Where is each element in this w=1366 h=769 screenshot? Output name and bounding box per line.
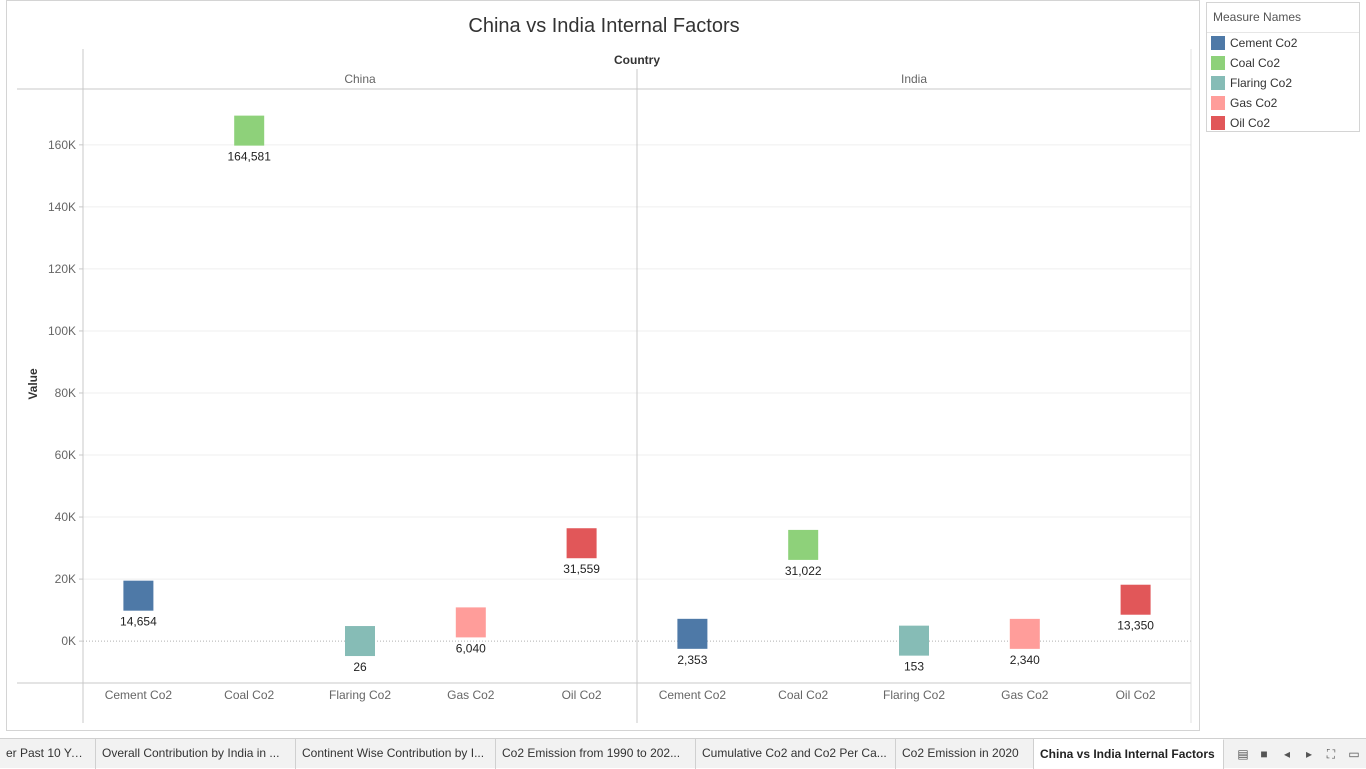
- legend-label: Cement Co2: [1230, 36, 1298, 50]
- viz-frame: China vs India Internal Factors Country 0…: [6, 0, 1200, 731]
- legend-label: Coal Co2: [1230, 56, 1281, 70]
- data-mark: [788, 529, 819, 560]
- panel-name: China: [344, 72, 376, 86]
- legend-swatch: [1211, 36, 1225, 50]
- data-label: 26: [353, 660, 367, 674]
- sheet-tab[interactable]: Co2 Emission in 2020: [896, 739, 1034, 769]
- data-label: 31,022: [785, 564, 822, 578]
- sheet-tab[interactable]: Overall Contribution by India in ...: [96, 739, 296, 769]
- data-mark: [455, 607, 486, 638]
- x-tick-label: Gas Co2: [447, 688, 495, 702]
- data-label: 153: [904, 660, 924, 674]
- chart-plot: Country 0K 20K 40K 60K 80K 100K 120K 140K 160K Val…: [17, 49, 1192, 723]
- y-tick-label: 140K: [48, 200, 76, 214]
- sheet-tab[interactable]: Co2 Emission from 1990 to 202...: [496, 739, 696, 769]
- data-mark: [566, 528, 597, 559]
- y-axis-label: Value: [26, 368, 40, 400]
- legend-item[interactable]: Cement Co2: [1207, 33, 1359, 53]
- country-header: Country: [614, 53, 660, 67]
- previous-sheet-icon[interactable]: ◂: [1283, 747, 1291, 761]
- legend-item[interactable]: Oil Co2: [1207, 113, 1359, 133]
- data-mark: [1120, 584, 1151, 615]
- y-tick-label: 80K: [55, 386, 76, 400]
- data-mark: [123, 580, 154, 611]
- legend-label: Flaring Co2: [1230, 76, 1293, 90]
- y-tick-label: 160K: [48, 138, 76, 152]
- y-tick-label: 40K: [55, 510, 76, 524]
- legend: Measure Names Cement Co2 Coal Co2 Flaring …: [1206, 2, 1360, 132]
- legend-item[interactable]: Gas Co2: [1207, 93, 1359, 113]
- sheet-tab[interactable]: Cumulative Co2 and Co2 Per Ca...: [696, 739, 896, 769]
- data-label: 31,559: [563, 562, 600, 576]
- data-label: 6,040: [456, 641, 486, 655]
- show-filmstrip-icon[interactable]: ▤: [1237, 747, 1249, 761]
- data-label: 2,340: [1010, 653, 1040, 667]
- legend-items: Cement Co2 Coal Co2 Flaring Co2 Gas Co2 Oil …: [1207, 33, 1359, 133]
- x-tick-label: Cement Co2: [105, 688, 173, 702]
- legend-label: Gas Co2: [1230, 96, 1278, 110]
- x-tick-label: Cement Co2: [659, 688, 727, 702]
- x-tick-label: Coal Co2: [778, 688, 828, 702]
- legend-swatch: [1211, 96, 1225, 110]
- legend-swatch: [1211, 56, 1225, 70]
- data-mark: [345, 626, 375, 657]
- data-label: 164,581: [228, 150, 272, 164]
- data-mark: [899, 625, 929, 656]
- legend-item[interactable]: Coal Co2: [1207, 53, 1359, 73]
- legend-label: Oil Co2: [1230, 116, 1271, 130]
- data-label: 14,654: [120, 615, 157, 629]
- sheet-tab-bar: er Past 10 Years Overall Contribution by …: [0, 738, 1366, 769]
- sheet-tab[interactable]: er Past 10 Years: [0, 739, 96, 769]
- x-tick-label: Oil Co2: [1116, 688, 1156, 702]
- x-tick-label: Oil Co2: [562, 688, 602, 702]
- legend-swatch: [1211, 76, 1225, 90]
- panel-name: India: [901, 72, 927, 86]
- data-label: 2,353: [677, 653, 707, 667]
- x-tick-label: Flaring Co2: [329, 688, 391, 702]
- x-tick-label: Gas Co2: [1001, 688, 1049, 702]
- legend-swatch: [1211, 116, 1225, 130]
- legend-title: Measure Names: [1207, 3, 1359, 33]
- legend-item[interactable]: Flaring Co2: [1207, 73, 1359, 93]
- y-tick-label: 120K: [48, 262, 76, 276]
- y-tick-label: 100K: [48, 324, 76, 338]
- y-tick-label: 0K: [61, 634, 76, 648]
- x-tick-label: Coal Co2: [224, 688, 274, 702]
- y-tick-label: 60K: [55, 448, 76, 462]
- fullscreen-icon[interactable]: ⛶: [1326, 747, 1336, 761]
- show-tabs-icon[interactable]: ■: [1260, 747, 1268, 761]
- data-label: 13,350: [1117, 619, 1154, 633]
- data-mark: [677, 618, 708, 649]
- data-mark: [1009, 618, 1040, 649]
- data-mark: [234, 115, 265, 146]
- chart-title: China vs India Internal Factors: [468, 15, 740, 37]
- sheet-tab[interactable]: Continent Wise Contribution by I...: [296, 739, 496, 769]
- sheet-tab[interactable]: China vs India Internal Factors: [1034, 739, 1224, 769]
- x-tick-label: Flaring Co2: [883, 688, 945, 702]
- next-sheet-icon[interactable]: ▸: [1305, 747, 1313, 761]
- y-tick-label: 20K: [55, 572, 76, 586]
- presentation-icon[interactable]: ▭: [1348, 747, 1360, 761]
